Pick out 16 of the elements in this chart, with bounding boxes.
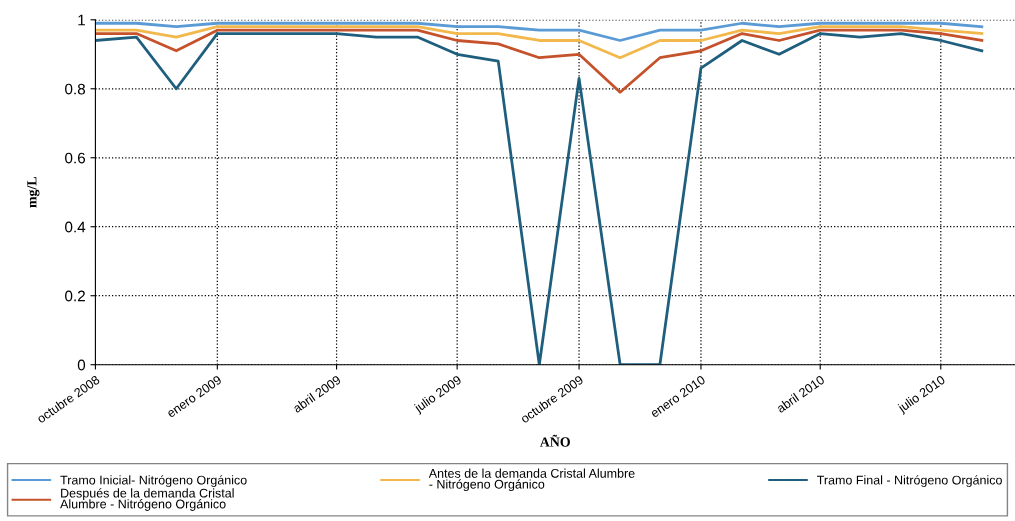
- y-axis-title: mg/L: [27, 177, 40, 208]
- y-tick-label: 0.2: [65, 290, 85, 302]
- line-series: [95, 21, 984, 42]
- legend-label: Tramo Inicial- Nitrógeno Orgánico: [60, 475, 247, 487]
- line-series: [95, 28, 984, 94]
- line-series: [95, 25, 984, 60]
- y-tick-label: 0.6: [65, 152, 86, 164]
- y-tick-label: 0.4: [65, 221, 86, 233]
- line-series: [95, 32, 984, 365]
- legend-label: Después de la demanda Cristal Alumbre - Nitrógeno Orgánico: [60, 488, 234, 511]
- y-tick-label: 0.8: [65, 83, 86, 95]
- legend-label: Antes de la demanda Cristal Alumbre - Nitrógeno Orgánico: [428, 468, 635, 492]
- y-tick-label: 1: [78, 14, 85, 26]
- legend-label: Tramo Final - Nitrógeno Orgánico: [817, 475, 1002, 487]
- y-tick-label: 0: [77, 359, 86, 371]
- x-axis-title: AÑO: [539, 434, 570, 447]
